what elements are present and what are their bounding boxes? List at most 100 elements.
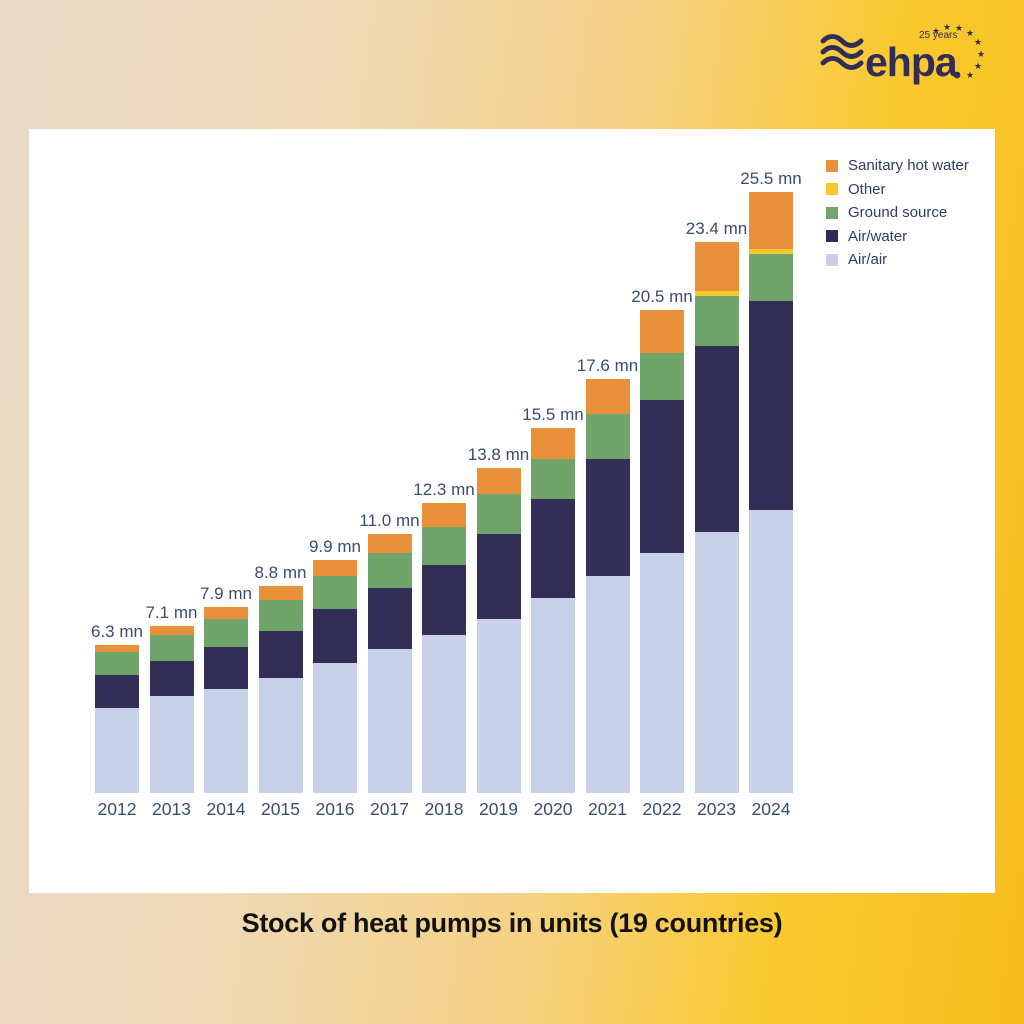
segment-air-water-2015	[258, 630, 303, 678]
year-label-2013: 2013	[152, 799, 191, 819]
ehpa-logo: ehpa 25 years ★ ★ ★ ★ ★ ★ ★ ★	[820, 24, 985, 85]
legend-swatch-ground-source	[826, 206, 838, 219]
logo-anniversary-text: 25 years	[919, 30, 957, 41]
segment-ground-source-2012	[95, 651, 139, 676]
legend-item-air-air: Air/air	[826, 248, 969, 272]
segment-air-air-2018	[422, 635, 466, 793]
year-label-2021: 2021	[588, 799, 627, 819]
total-label-2021: 17.6 mn	[576, 355, 639, 375]
svg-text:★: ★	[943, 24, 951, 33]
segment-sanitary-hot-water-2016	[313, 559, 357, 577]
segment-air-water-2016	[313, 609, 357, 664]
year-label-2014: 2014	[206, 799, 246, 819]
segment-sanitary-hot-water-2014	[204, 606, 248, 619]
segment-air-air-2017	[367, 649, 412, 793]
eu-stars-icon: ★ ★ ★ ★ ★ ★ ★ ★	[932, 24, 985, 81]
segment-sanitary-hot-water-2021	[585, 378, 630, 414]
segment-other-2023	[694, 291, 739, 297]
segment-air-air-2022	[640, 552, 684, 793]
legend-label: Other	[848, 180, 886, 198]
bar-2015	[258, 585, 303, 793]
svg-text:★: ★	[966, 71, 974, 81]
chart-card: 6.3 mn 2012 7.1 mn 2013 7.9 mn 2014 8.8 mn 2015…	[29, 129, 995, 893]
segment-air-air-2012	[95, 708, 139, 793]
year-label-2015: 2015	[261, 799, 300, 819]
chart-legend: Sanitary hot water Other Ground source A…	[826, 154, 969, 272]
bar-2016	[313, 559, 357, 793]
segment-sanitary-hot-water-2012	[95, 644, 139, 652]
bar-2023	[694, 241, 739, 793]
segment-air-air-2023	[694, 531, 739, 793]
segment-air-water-2013	[149, 661, 194, 697]
segment-air-water-2022	[640, 399, 684, 553]
total-label-2022: 20.5 mn	[631, 287, 693, 307]
legend-item-air-water: Air/water	[826, 225, 969, 249]
logo-brand-text: ehpa	[865, 39, 959, 85]
year-label-2012: 2012	[97, 799, 137, 819]
segment-ground-source-2015	[258, 599, 303, 631]
segment-other-2024	[749, 249, 793, 254]
legend-label: Sanitary hot water	[848, 157, 969, 175]
segment-air-water-2014	[204, 647, 248, 690]
segment-sanitary-hot-water-2020	[531, 427, 575, 459]
bar-2012	[95, 644, 139, 793]
bar-2024	[749, 192, 793, 793]
segment-air-air-2016	[313, 663, 357, 793]
bar-2018	[422, 503, 466, 793]
total-label-2019: 13.8 mn	[467, 445, 530, 464]
segment-sanitary-hot-water-2024	[749, 192, 793, 249]
svg-text:★: ★	[932, 27, 940, 37]
legend-swatch-other	[826, 183, 838, 196]
year-label-2024: 2024	[751, 799, 791, 819]
bar-2022	[640, 310, 684, 793]
year-label-2020: 2020	[533, 799, 573, 819]
segment-air-water-2012	[95, 675, 139, 709]
segment-sanitary-hot-water-2018	[422, 503, 466, 527]
segment-sanitary-hot-water-2022	[640, 310, 684, 353]
segment-ground-source-2022	[640, 352, 684, 400]
year-label-2017: 2017	[370, 799, 409, 819]
segment-sanitary-hot-water-2019	[476, 468, 521, 494]
segment-sanitary-hot-water-2017	[367, 533, 412, 553]
legend-item-sanitary-hot-water: Sanitary hot water	[826, 154, 969, 178]
segment-air-air-2014	[204, 689, 248, 793]
segment-air-air-2024	[749, 510, 793, 793]
svg-text:★: ★	[974, 62, 982, 72]
bar-2019	[476, 468, 521, 793]
segment-ground-source-2024	[749, 253, 793, 301]
segment-air-water-2021	[585, 458, 630, 577]
legend-swatch-air-water	[826, 230, 838, 243]
bar-2014	[204, 606, 248, 793]
total-label-2017: 11.0 mn	[359, 510, 420, 530]
segment-ground-source-2021	[585, 413, 630, 459]
year-label-2019: 2019	[479, 799, 518, 819]
legend-label: Ground source	[848, 204, 948, 222]
total-label-2023: 23.4 mn	[685, 218, 748, 238]
legend-swatch-air-air	[826, 253, 838, 266]
legend-label: Air/air	[848, 251, 888, 269]
bar-2021	[585, 378, 630, 793]
svg-text:★: ★	[974, 38, 982, 48]
bar-2020	[531, 427, 575, 793]
legend-label: Air/water	[848, 227, 908, 245]
segment-air-water-2023	[694, 345, 739, 532]
year-label-2022: 2022	[642, 799, 682, 819]
segment-ground-source-2017	[367, 552, 412, 589]
bar-2013	[149, 625, 194, 793]
segment-air-water-2017	[367, 588, 412, 650]
page-title: Stock of heat pumps in units (19 countri…	[241, 908, 783, 938]
segment-air-air-2020	[531, 597, 575, 793]
segment-ground-source-2013	[149, 635, 194, 662]
legend-item-other: Other	[826, 178, 969, 202]
year-label-2016: 2016	[315, 799, 355, 819]
svg-text:★: ★	[977, 50, 985, 60]
total-label-2015: 8.8 mn	[254, 562, 307, 582]
total-label-2024: 25.5 mn	[740, 169, 802, 189]
total-label-2013: 7.1 mn	[145, 602, 198, 622]
year-label-2023: 2023	[697, 799, 736, 819]
total-label-2014: 7.9 mn	[200, 583, 252, 603]
segment-air-water-2020	[531, 498, 575, 598]
segment-ground-source-2019	[476, 493, 521, 534]
segment-air-water-2018	[422, 564, 466, 636]
segment-ground-source-2014	[204, 618, 248, 647]
